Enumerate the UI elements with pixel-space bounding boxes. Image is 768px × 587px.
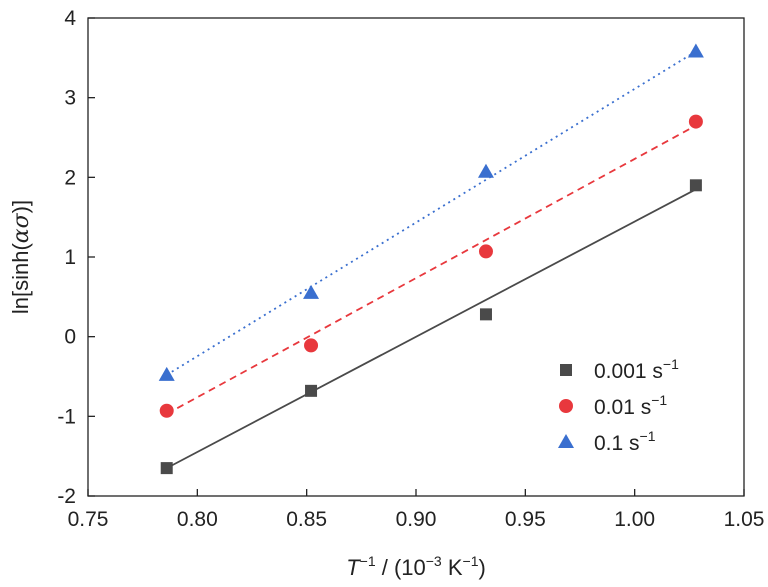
data-point-series-2 (687, 43, 704, 58)
x-axis-title: T−1 / (10−3 K−1) (346, 553, 486, 580)
x-tick-label: 1.00 (614, 508, 655, 531)
legend-marker-series-2 (558, 434, 574, 448)
x-tick-label: 0.85 (286, 508, 327, 531)
fit-line-series-2 (166, 50, 697, 376)
data-point-series-1 (159, 403, 174, 418)
data-point-series-2 (477, 163, 494, 178)
y-axis-ticks: -2 -1 0 1 2 3 4 (57, 7, 95, 508)
x-tick-label: 0.95 (505, 508, 546, 531)
y-tick-label: -1 (57, 405, 76, 428)
data-point-series-1 (304, 338, 319, 353)
x-tick-label: 0.75 (68, 508, 109, 531)
legend-marker-series-1 (559, 399, 573, 413)
legend-label-series-0: 0.001 s−1 (594, 356, 679, 383)
data-point-series-0 (160, 462, 173, 475)
y-tick-label: 2 (64, 166, 76, 189)
data-markers (158, 43, 704, 475)
data-point-series-2 (303, 284, 320, 299)
legend-label-series-1: 0.01 s−1 (594, 392, 667, 419)
data-point-series-1 (478, 244, 493, 259)
x-tick-label: 0.90 (396, 508, 437, 531)
legend-label-series-2: 0.1 s−1 (594, 428, 656, 455)
y-tick-label: 1 (64, 246, 76, 269)
y-tick-label: -2 (57, 485, 76, 508)
fit-lines (166, 50, 697, 469)
legend: 0.001 s−1 0.01 s−1 0.1 s−1 (558, 356, 679, 455)
x-tick-label: 1.05 (724, 508, 765, 531)
data-point-series-0 (305, 384, 318, 397)
legend-marker-series-0 (560, 364, 572, 376)
plot-frame (87, 17, 745, 497)
data-point-series-2 (158, 366, 175, 381)
fit-line-series-0 (166, 188, 697, 469)
y-tick-label: 4 (64, 7, 76, 30)
data-point-series-0 (689, 179, 702, 192)
x-tick-label: 0.80 (177, 508, 218, 531)
x-axis-ticks: 0.75 0.80 0.85 0.90 0.95 1.00 1.05 (68, 489, 765, 531)
x-axis-title-var: T (346, 555, 361, 580)
y-tick-label: 0 (64, 326, 76, 349)
y-axis-title: ln[sinh(ασ)] (8, 200, 34, 314)
data-point-series-0 (479, 308, 492, 321)
fit-line-series-1 (166, 124, 697, 415)
y-tick-label: 3 (64, 87, 76, 110)
data-point-series-1 (688, 114, 703, 129)
